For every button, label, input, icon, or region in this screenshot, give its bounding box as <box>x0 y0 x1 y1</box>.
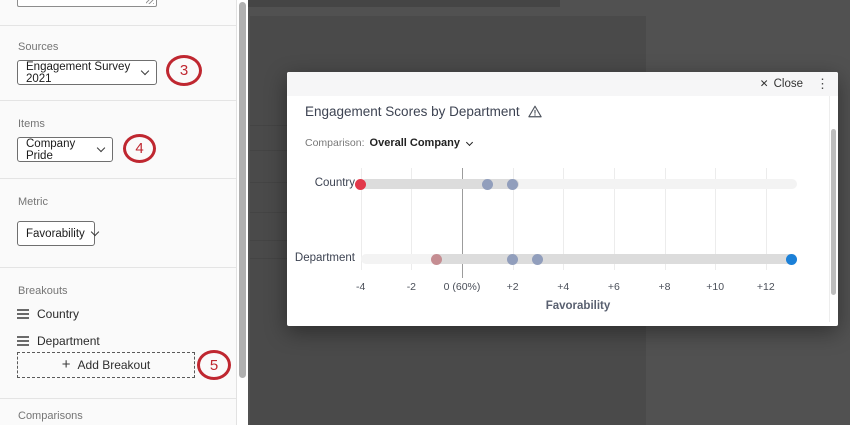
x-axis-label: Favorability <box>545 300 611 312</box>
drag-handle-icon[interactable] <box>17 309 29 319</box>
data-point[interactable] <box>481 178 493 190</box>
plus-icon: + <box>61 355 71 373</box>
comparison-value: Overall Company <box>369 137 461 149</box>
modal-scrollbar-track <box>829 96 830 322</box>
data-point[interactable] <box>532 253 544 265</box>
row-track-bar <box>360 179 798 189</box>
x-tick-label: -4 <box>356 281 366 293</box>
favorability-dot-plot: Favorability -4 -2 0 (60%) +2 +4 +6 +8 +10 +12 Co… <box>287 72 838 326</box>
divider <box>0 267 236 268</box>
add-breakout-label: Add Breakout <box>77 358 151 372</box>
items-dropdown-value: Company Pride <box>26 137 76 162</box>
x-tick-label: +4 <box>557 281 570 293</box>
divider <box>0 25 236 26</box>
sources-label: Sources <box>18 41 59 53</box>
chevron-down-icon <box>140 66 150 76</box>
items-dropdown[interactable]: Company Pride <box>17 137 113 162</box>
add-breakout-button[interactable]: + Add Breakout <box>17 352 195 378</box>
items-label: Items <box>18 118 45 130</box>
sidebar-scrollbar-thumb[interactable] <box>239 2 246 378</box>
divider <box>0 100 236 101</box>
data-point[interactable] <box>507 178 519 190</box>
modal-title: Engagement Scores by Department <box>305 104 542 119</box>
gridline <box>664 168 666 270</box>
gridline <box>563 168 565 270</box>
zero-gridline <box>462 168 463 278</box>
gridline <box>512 168 514 270</box>
row-label: Department <box>294 252 355 264</box>
dimmed-widget-band <box>248 0 560 7</box>
breakout-item-label: Department <box>37 334 100 348</box>
x-tick-label: +12 <box>756 281 775 293</box>
chart-preview-modal: ✕ Close ⋮ Engagement Scores by Departmen… <box>287 72 838 326</box>
filters-sidebar: Sources Engagement Survey 2021 Items Com… <box>0 0 236 425</box>
modal-scrollbar-thumb[interactable] <box>831 129 836 295</box>
data-point[interactable] <box>507 253 519 265</box>
warning-icon <box>527 105 542 118</box>
breakout-item-department[interactable]: Department <box>17 334 100 348</box>
breakout-item-label: Country <box>37 307 80 321</box>
row-label: Country <box>314 177 355 189</box>
metric-label: Metric <box>18 196 48 208</box>
sources-dropdown[interactable]: Engagement Survey 2021 <box>17 60 157 85</box>
sources-dropdown-value: Engagement Survey 2021 <box>26 60 131 85</box>
comparisons-label: Comparisons <box>18 410 83 422</box>
annotation-circle-4: 4 <box>123 134 156 163</box>
breakouts-label: Breakouts <box>18 285 68 297</box>
gridline <box>613 168 615 270</box>
gridline <box>715 168 717 270</box>
x-tick-label: +8 <box>658 281 671 293</box>
data-point[interactable] <box>355 178 367 190</box>
comparison-selector[interactable]: Comparison: Overall Company <box>305 137 474 149</box>
gridline <box>765 168 767 270</box>
x-tick-label: +2 <box>506 281 519 293</box>
annotation-number: 4 <box>135 140 144 157</box>
drag-handle-icon[interactable] <box>17 336 29 346</box>
chevron-down-icon <box>90 227 100 237</box>
row-highlight-bar <box>360 179 519 189</box>
divider <box>0 398 236 399</box>
chevron-down-icon <box>96 143 106 153</box>
kebab-menu-icon[interactable]: ⋮ <box>816 76 829 91</box>
modal-title-text: Engagement Scores by Department <box>305 104 520 119</box>
truncated-text-input[interactable] <box>17 0 157 7</box>
data-point[interactable] <box>785 253 797 265</box>
annotation-number: 5 <box>209 356 219 374</box>
gridline <box>411 168 413 270</box>
x-tick-label: +10 <box>706 281 725 293</box>
sidebar-scrollbar[interactable] <box>236 0 248 425</box>
gridline <box>360 168 362 270</box>
comparison-label: Comparison: <box>305 137 365 149</box>
breakout-item-country[interactable]: Country <box>17 307 79 321</box>
metric-dropdown-value: Favorability <box>26 227 85 240</box>
divider <box>0 178 236 179</box>
close-label: Close <box>773 78 803 90</box>
row-highlight-bar <box>432 254 798 264</box>
x-tick-label: 0 (60%) <box>443 281 481 293</box>
annotation-circle-3: 3 <box>166 55 202 86</box>
x-tick-label: +6 <box>607 281 620 293</box>
annotation-number: 3 <box>179 62 189 79</box>
close-icon: ✕ <box>759 78 769 90</box>
close-button[interactable]: ✕ Close <box>760 78 803 90</box>
x-tick-label: -2 <box>406 281 417 293</box>
metric-dropdown[interactable]: Favorability <box>17 221 100 246</box>
data-point[interactable] <box>431 253 443 265</box>
modal-header: ✕ Close ⋮ <box>287 72 838 96</box>
annotation-circle-5: 5 <box>197 350 231 380</box>
